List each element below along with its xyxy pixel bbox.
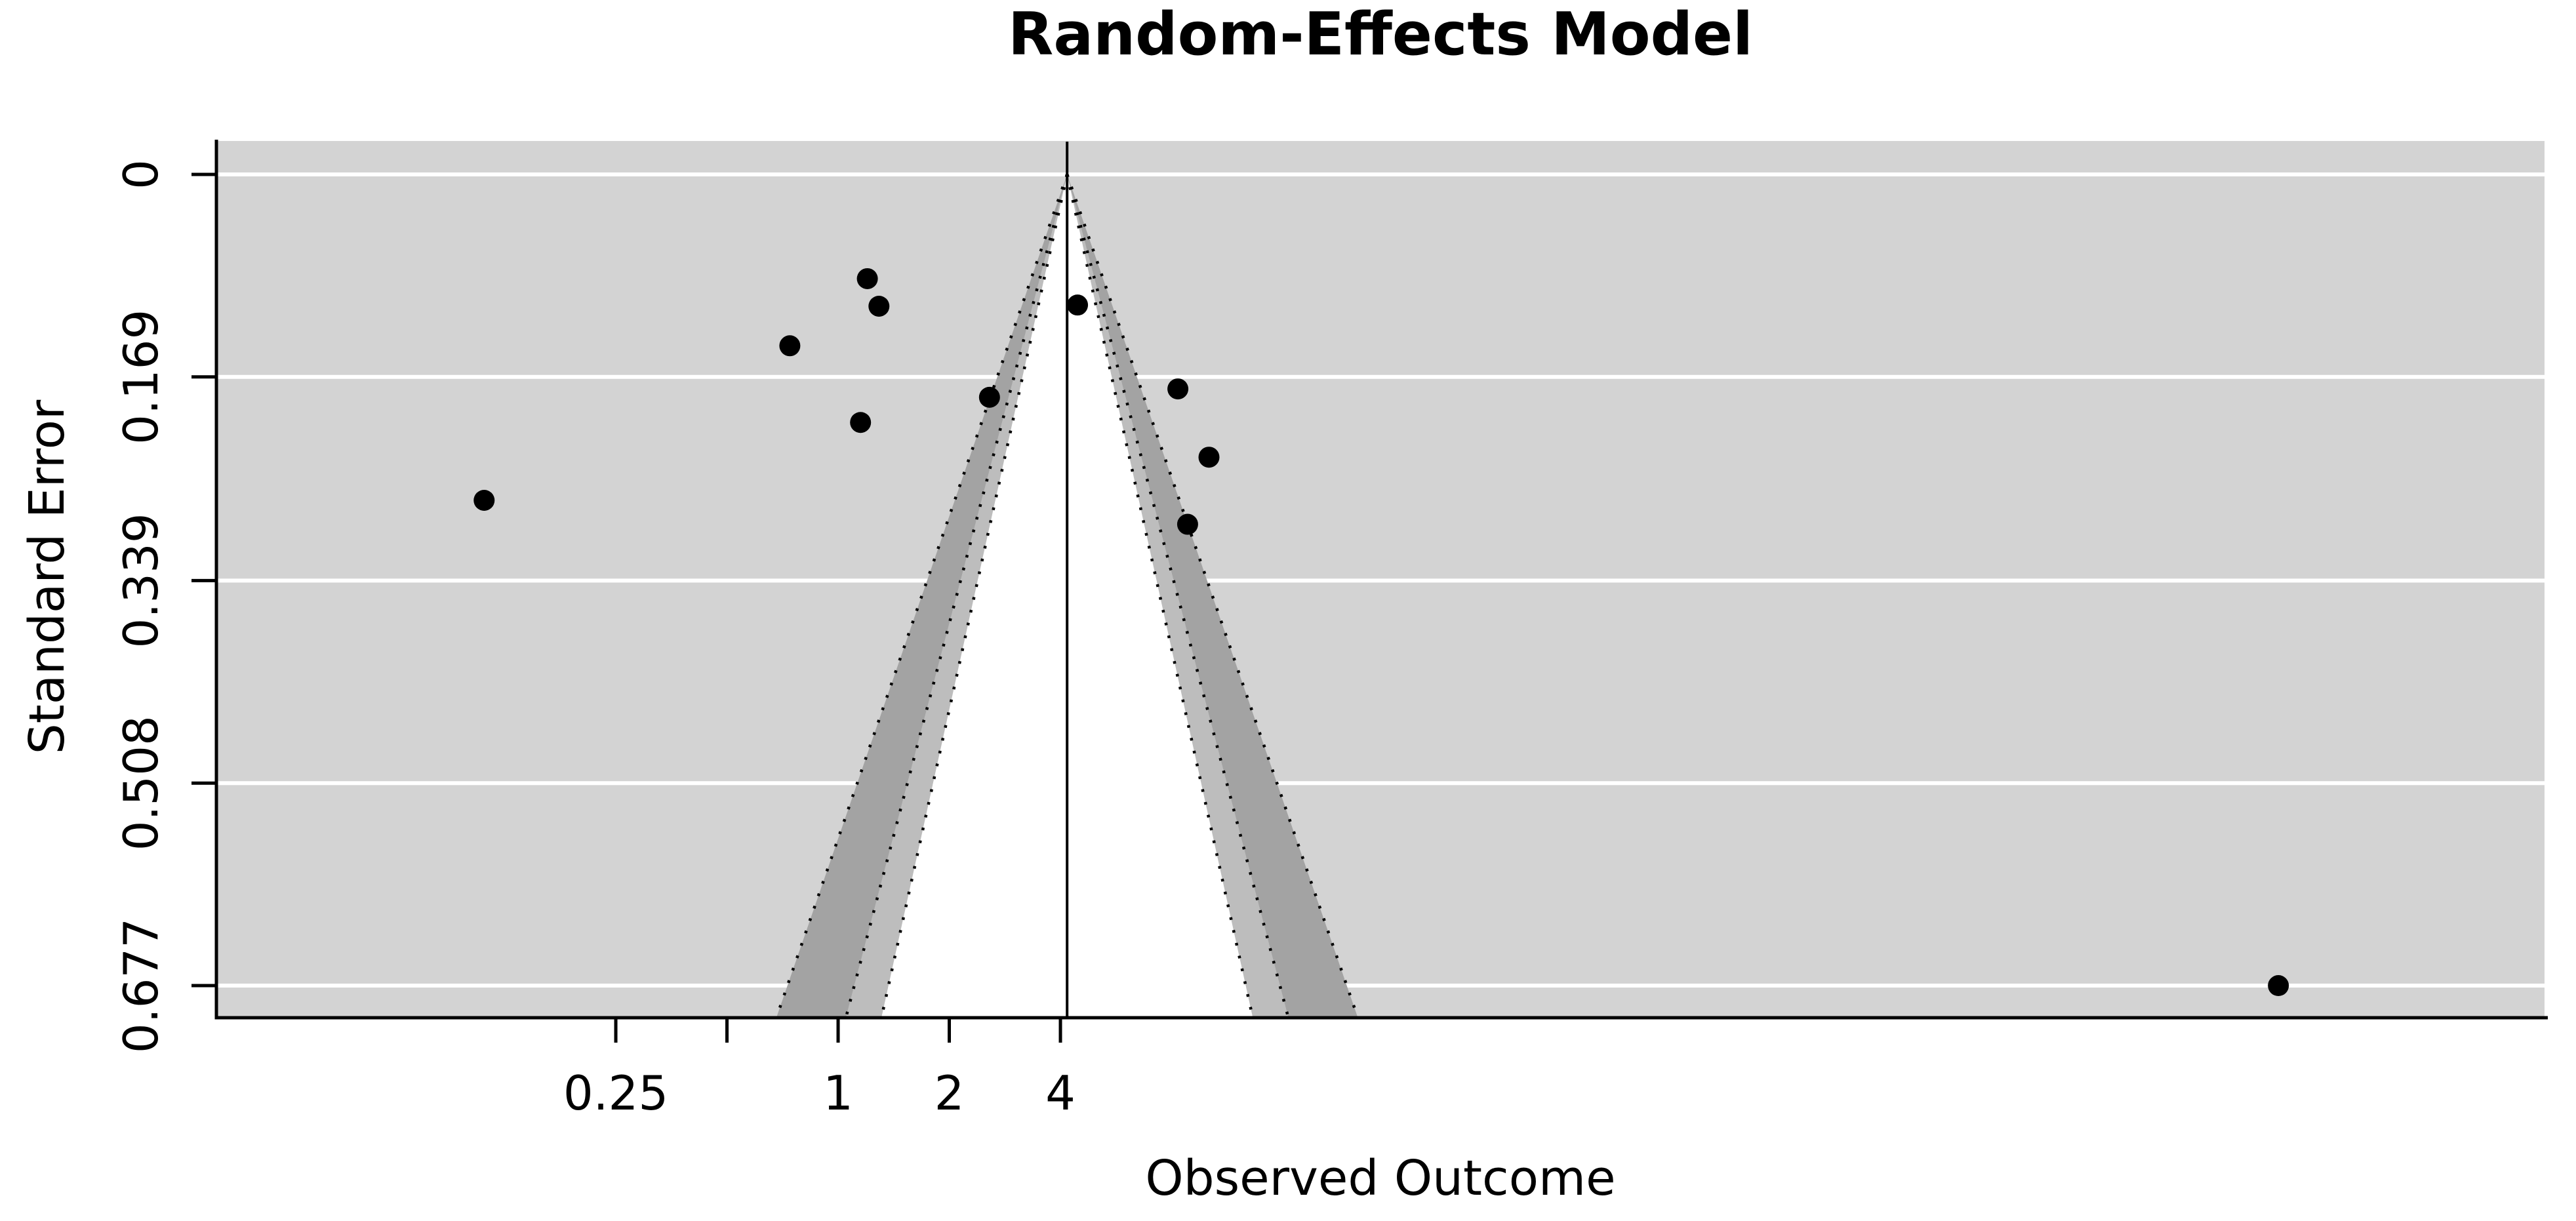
x-axis-tick-label: 2 <box>935 1066 965 1121</box>
study-point <box>850 412 872 433</box>
chart-title: Random-Effects Model <box>1008 0 1753 69</box>
funnel-ci-dotted-line-99pct-left <box>775 174 1069 1018</box>
study-point <box>856 268 878 289</box>
funnel-ci-dotted-line-95pct-left <box>844 174 1069 1018</box>
y-axis-tick-label: 0.169 <box>113 310 169 445</box>
study-point <box>1198 447 1220 468</box>
y-axis-tick-label: 0.508 <box>113 715 169 851</box>
study-point <box>779 335 801 357</box>
x-axis-tick-label: 4 <box>1045 1066 1076 1121</box>
funnel-ci-dotted-line-95pct-right <box>1066 174 1290 1018</box>
y-axis-tick-label: 0 <box>113 159 169 190</box>
x-axis-tick-label: 1 <box>823 1066 853 1121</box>
study-point <box>1167 378 1189 400</box>
study-point <box>473 489 495 511</box>
study-point <box>1177 513 1198 535</box>
funnel-ci-dotted-line-99pct-right <box>1066 174 1359 1018</box>
study-point <box>978 386 1000 408</box>
x-axis-title: Observed Outcome <box>1145 1150 1616 1207</box>
funnel-95-band-right <box>1067 174 1289 1018</box>
y-axis-title: Standard Error <box>19 399 75 755</box>
x-axis-tick-label: 0.25 <box>563 1066 668 1121</box>
funnel-95-band-left <box>845 174 1068 1018</box>
y-axis-tick-label: 0.339 <box>113 513 169 648</box>
study-point <box>2268 975 2289 997</box>
y-axis-tick-label: 0.677 <box>113 918 169 1053</box>
study-point <box>868 295 890 317</box>
study-point <box>1067 294 1089 316</box>
